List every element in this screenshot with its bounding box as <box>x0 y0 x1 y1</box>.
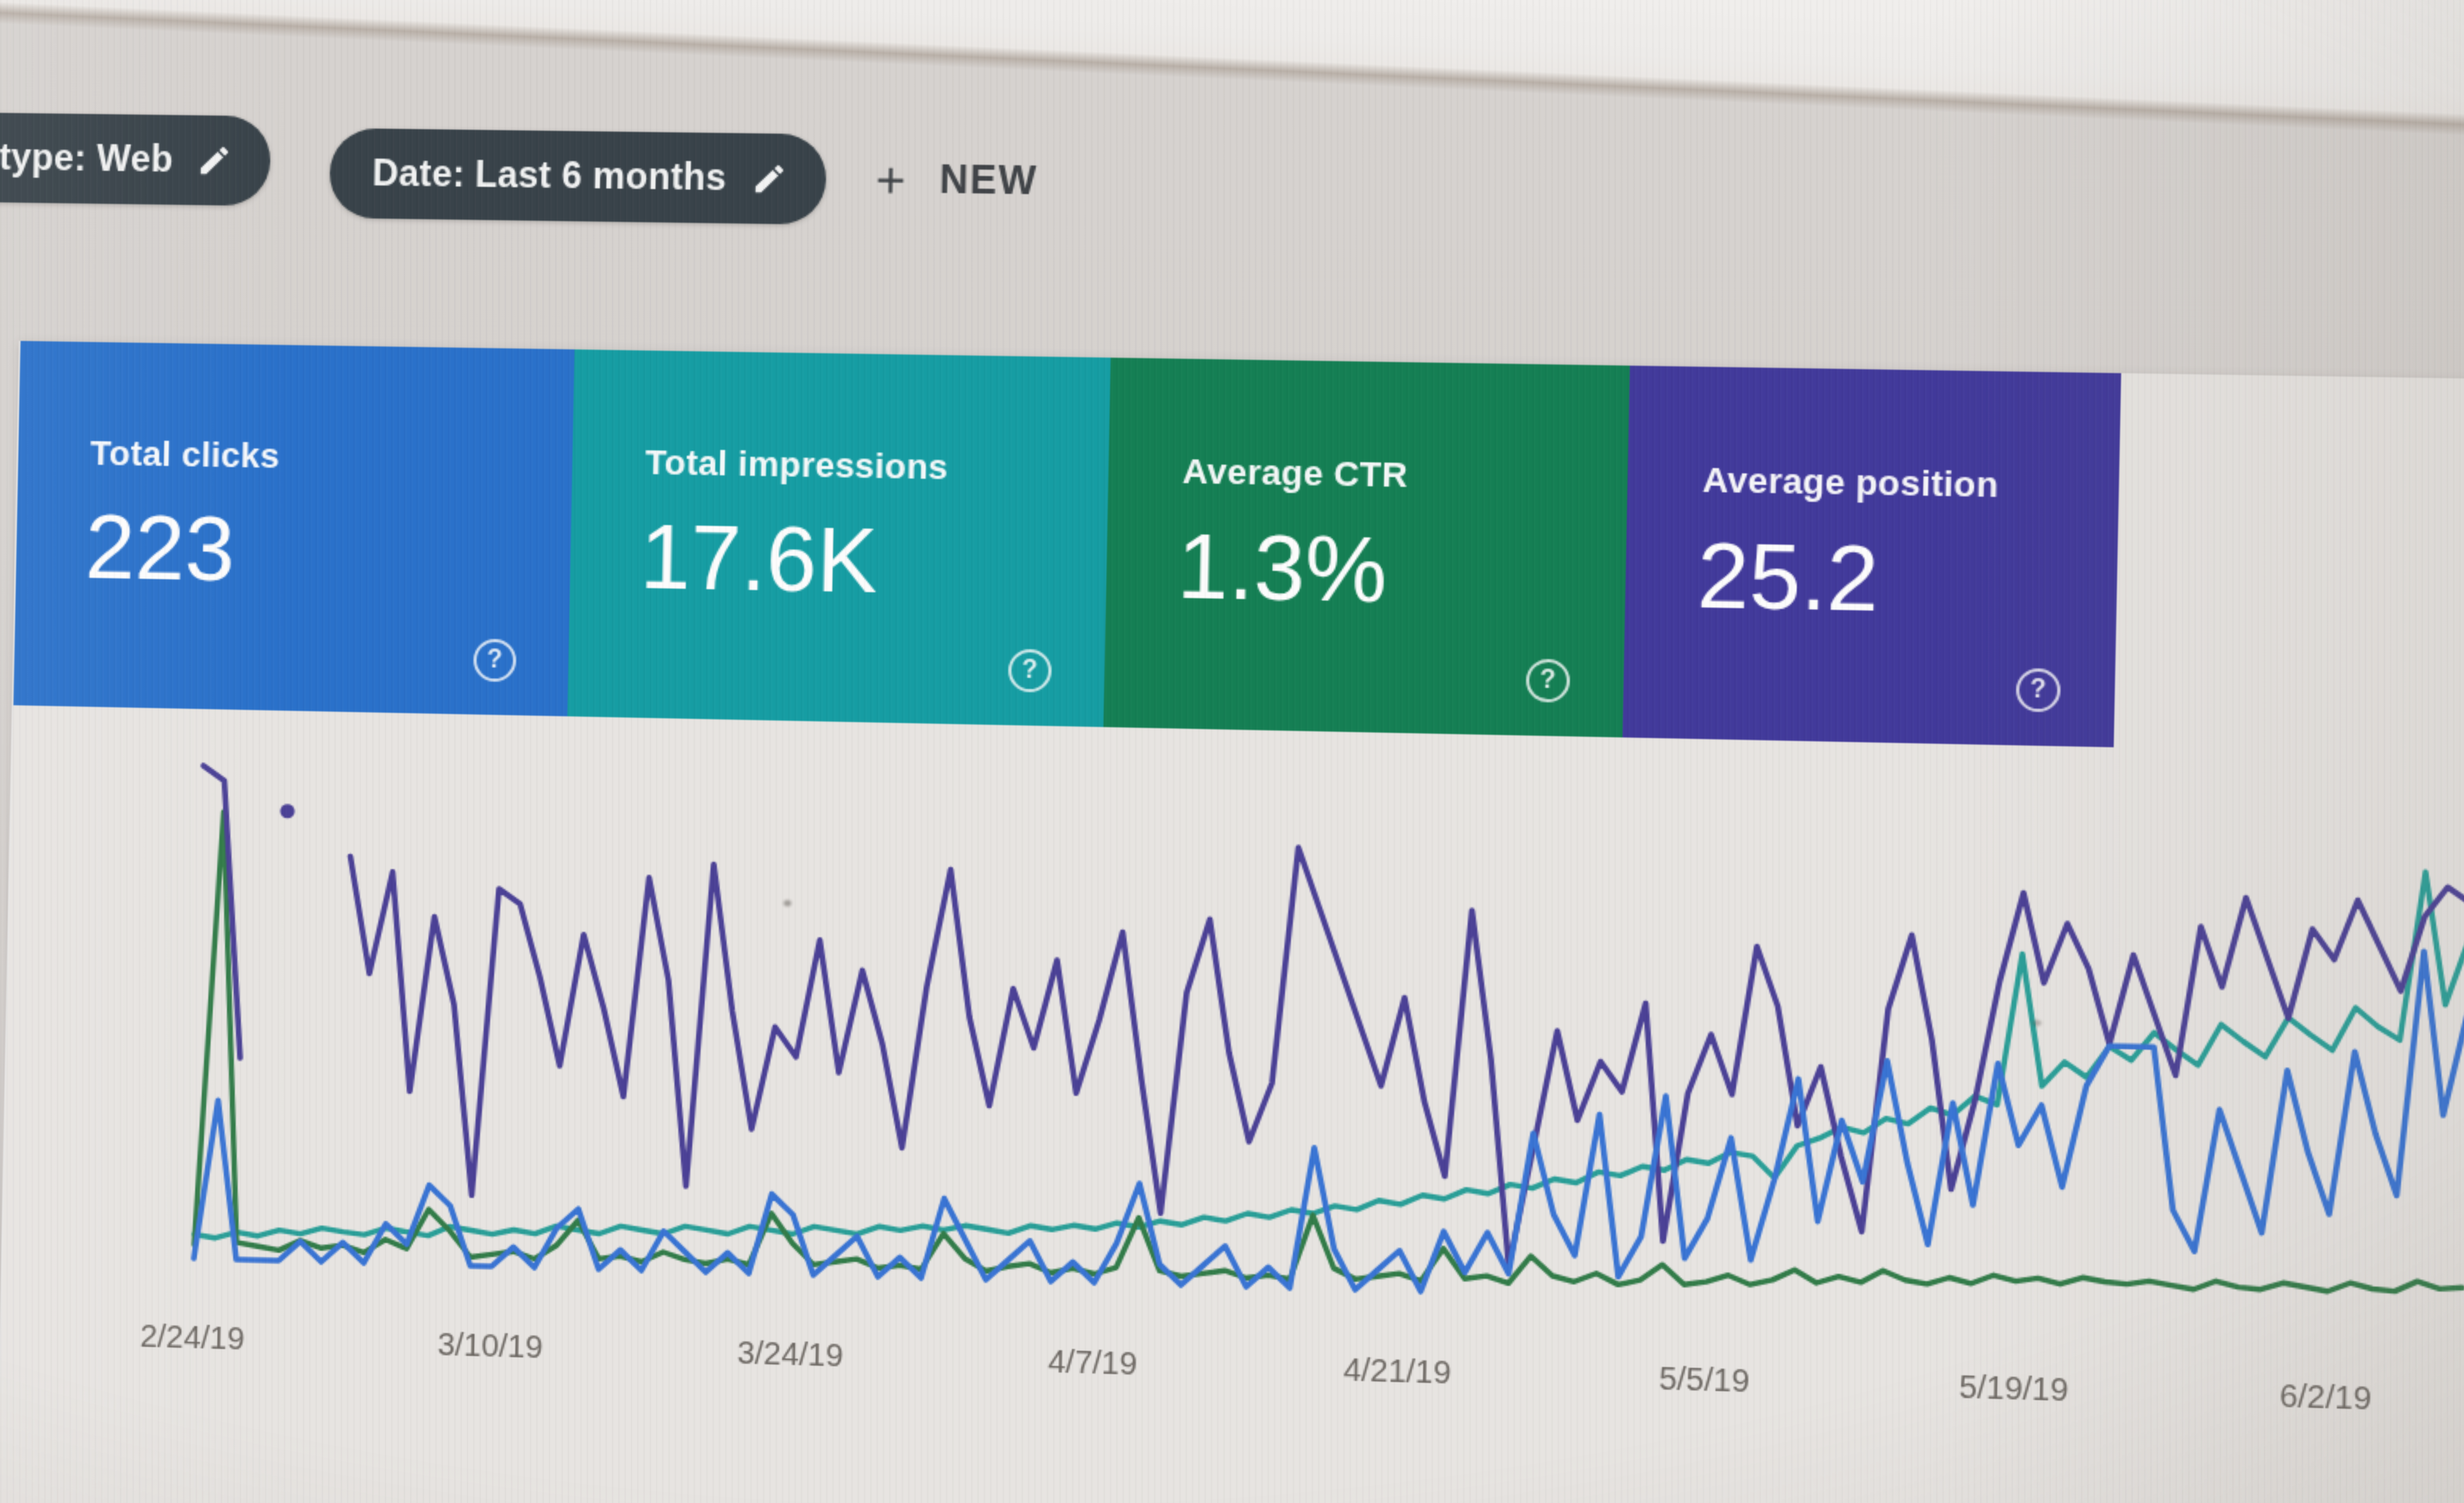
metric-card-average-position[interactable]: Average position 25.2 ? <box>1622 365 2121 747</box>
metric-label: Average CTR <box>1182 451 1409 495</box>
new-filter-label: NEW <box>939 158 1039 204</box>
metric-value: 223 <box>84 497 236 601</box>
metric-card-total-impressions[interactable]: Total impressions 17.6K ? <box>567 349 1111 727</box>
filter-chip-label: type: Web <box>0 136 174 180</box>
plus-icon <box>878 168 904 193</box>
line-chart-canvas[interactable]: 2/24/19 3/10/19 3/24/19 4/7/19 4/21/19 5/5/19… <box>0 718 2464 1503</box>
filter-chip-date-range[interactable]: Date: Last 6 months <box>328 128 827 225</box>
metric-cards-row: Total clicks 223 ? Total impressions 17.… <box>13 341 2464 757</box>
x-axis-tick-label: 4/7/19 <box>1048 1343 1137 1382</box>
metric-value: 25.2 <box>1696 526 1880 632</box>
dust-speck <box>2032 1020 2042 1026</box>
metric-value: 1.3% <box>1176 516 1388 623</box>
filter-chip-label: Date: Last 6 months <box>372 152 727 198</box>
x-axis-tick-label: 5/19/19 <box>1958 1369 2069 1408</box>
metric-label: Total impressions <box>645 442 949 487</box>
metric-card-total-clicks[interactable]: Total clicks 223 ? <box>13 341 575 717</box>
x-axis-tick-label: 4/21/19 <box>1343 1352 1452 1391</box>
help-icon[interactable]: ? <box>1008 648 1052 693</box>
metric-card-average-ctr[interactable]: Average CTR 1.3% ? <box>1103 357 1630 738</box>
x-axis-tick-label: 6/2/19 <box>2279 1378 2372 1417</box>
metric-label: Average position <box>1702 459 1999 505</box>
new-filter-button[interactable]: NEW <box>859 156 1048 207</box>
edit-pencil-icon[interactable] <box>750 160 787 197</box>
performance-chart[interactable]: 2/24/19 3/10/19 3/24/19 4/7/19 4/21/19 5/5/19… <box>0 718 2464 1503</box>
x-axis-tick-label: 2/24/19 <box>140 1318 245 1356</box>
filter-chip-search-type[interactable]: type: Web <box>0 112 272 207</box>
metric-value: 17.6K <box>639 507 879 613</box>
edit-pencil-icon[interactable] <box>197 142 233 179</box>
x-axis-tick-label: 3/10/19 <box>437 1326 543 1365</box>
help-icon[interactable]: ? <box>473 639 517 682</box>
x-axis-tick-label: 3/24/19 <box>737 1335 844 1373</box>
help-icon[interactable]: ? <box>2015 668 2061 713</box>
metric-label: Total clicks <box>90 433 280 476</box>
performance-panel: Total clicks 223 ? Total impressions 17.… <box>0 341 2464 1503</box>
help-icon[interactable]: ? <box>1525 658 1570 703</box>
x-axis-tick-label: 5/5/19 <box>1659 1361 1750 1399</box>
dust-speck <box>783 900 792 907</box>
